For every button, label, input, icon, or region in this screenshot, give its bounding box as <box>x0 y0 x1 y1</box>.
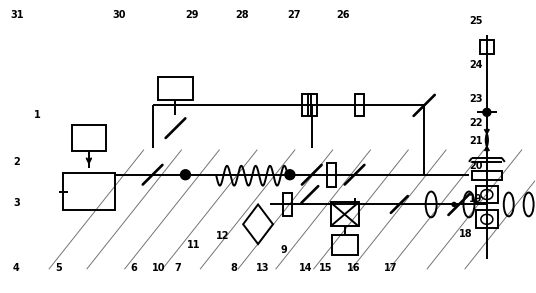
Text: 1: 1 <box>34 110 41 120</box>
Text: 7: 7 <box>174 263 181 273</box>
Bar <box>476 186 498 203</box>
Text: 19: 19 <box>469 194 483 204</box>
Circle shape <box>285 170 295 180</box>
Bar <box>472 171 502 180</box>
Text: 29: 29 <box>185 10 199 20</box>
Circle shape <box>452 202 456 207</box>
Text: 12: 12 <box>216 231 229 241</box>
Bar <box>308 95 317 116</box>
Text: 30: 30 <box>112 10 125 20</box>
Text: 9: 9 <box>281 245 287 255</box>
Text: 20: 20 <box>469 161 483 171</box>
Bar <box>480 40 494 54</box>
Bar <box>354 95 364 116</box>
Text: 27: 27 <box>287 10 300 20</box>
Text: 16: 16 <box>347 263 360 273</box>
Text: 5: 5 <box>56 263 62 273</box>
Text: 23: 23 <box>469 94 483 105</box>
Bar <box>476 210 498 228</box>
Circle shape <box>483 108 491 116</box>
Bar <box>327 163 336 187</box>
Bar <box>331 202 359 226</box>
Text: 17: 17 <box>384 263 397 273</box>
Text: 22: 22 <box>469 118 483 128</box>
Text: 6: 6 <box>130 263 137 273</box>
Text: 15: 15 <box>319 263 332 273</box>
Text: 2: 2 <box>13 157 20 168</box>
Text: 14: 14 <box>299 263 312 273</box>
Bar <box>158 77 193 100</box>
Text: 11: 11 <box>187 240 200 250</box>
Text: 24: 24 <box>469 60 483 70</box>
Text: 26: 26 <box>336 10 349 20</box>
Text: 28: 28 <box>236 10 249 20</box>
Text: 31: 31 <box>11 10 24 20</box>
Circle shape <box>181 170 190 180</box>
Bar <box>72 125 106 151</box>
Text: 21: 21 <box>469 136 483 146</box>
Text: 10: 10 <box>152 263 166 273</box>
Text: 8: 8 <box>230 263 237 273</box>
Text: 4: 4 <box>13 263 20 273</box>
Text: 18: 18 <box>458 229 472 239</box>
Bar <box>63 173 115 210</box>
Text: 3: 3 <box>13 198 20 208</box>
Bar <box>284 193 292 216</box>
Bar <box>302 95 311 116</box>
Bar <box>332 235 358 255</box>
Text: 13: 13 <box>256 263 270 273</box>
Text: 25: 25 <box>469 16 483 26</box>
